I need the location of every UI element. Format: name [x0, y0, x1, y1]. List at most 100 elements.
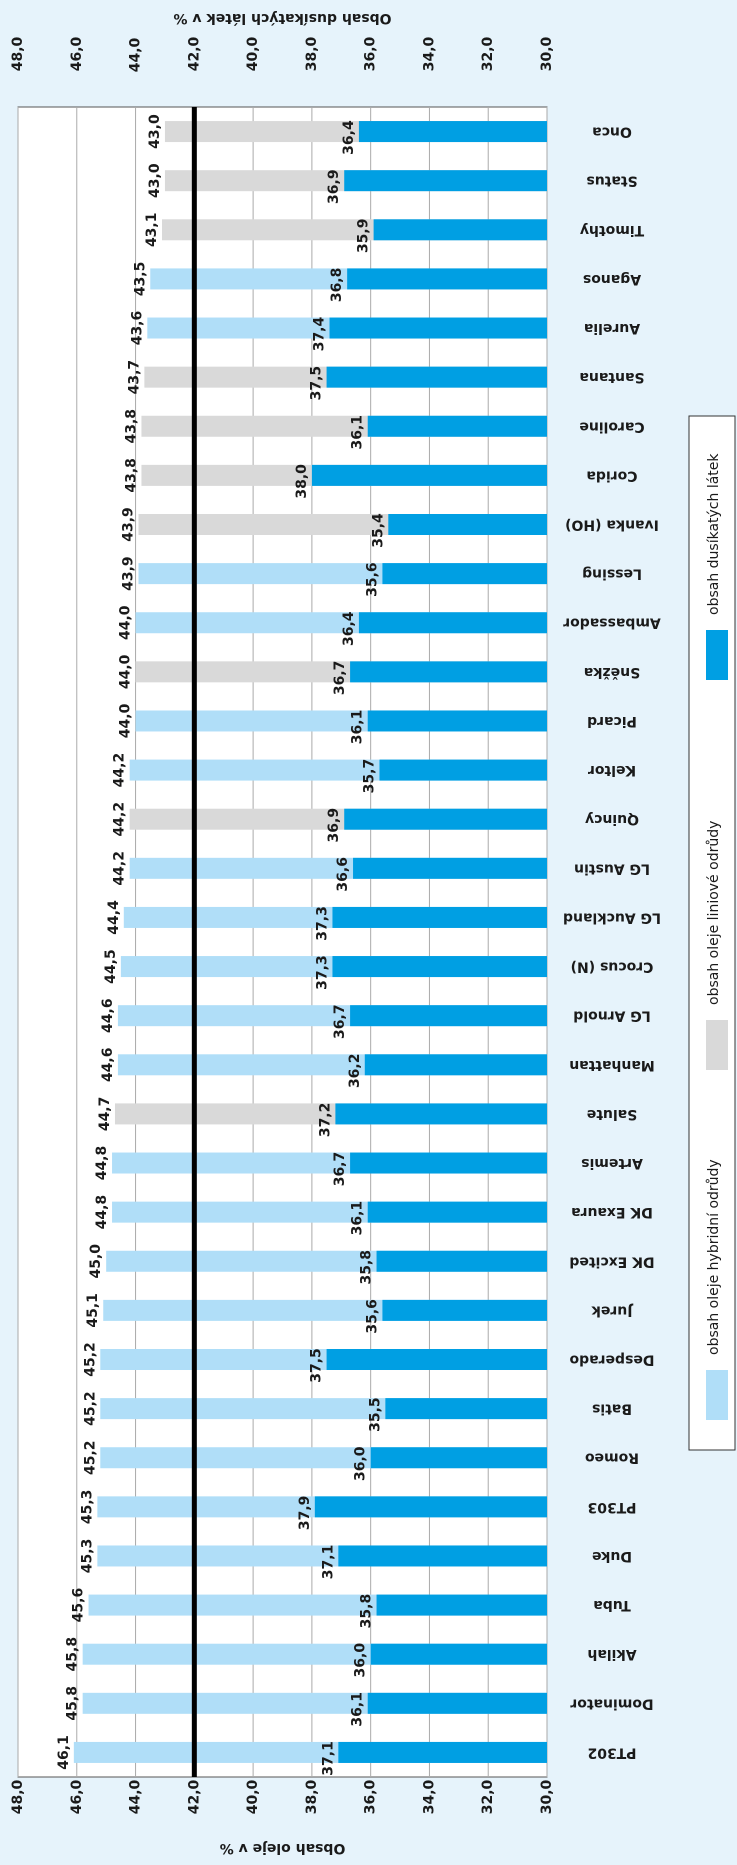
bar — [329, 317, 547, 339]
legend-label: obsah dusíkatých látek — [706, 453, 722, 615]
x2-tick-label: 44,0 — [128, 37, 144, 72]
x2-axis-title: Obsah dusíkatých látek v % — [173, 10, 391, 26]
category-label: Timothy — [580, 222, 644, 238]
category-label: LG Arnold — [573, 1008, 650, 1024]
value-label: 43,1 — [144, 213, 160, 248]
bar — [367, 1692, 547, 1714]
value-label: 44,8 — [94, 1195, 110, 1230]
category-label: LG Auckland — [563, 909, 661, 925]
x-tick-label: 34,0 — [421, 1779, 437, 1814]
bar — [367, 415, 547, 437]
category-label: Ambassador — [563, 615, 661, 631]
value-label: 45,3 — [79, 1539, 95, 1574]
category-label: Akilah — [587, 1646, 636, 1662]
value-label: 35,8 — [359, 1594, 375, 1629]
value-label: 45,1 — [85, 1293, 101, 1328]
value-label: 43,0 — [147, 163, 163, 198]
category-label: Picard — [587, 713, 637, 729]
value-label: 36,9 — [326, 808, 342, 843]
value-label: 37,5 — [309, 366, 325, 401]
value-label: 37,4 — [312, 317, 328, 352]
value-label: 36,0 — [353, 1446, 369, 1481]
value-label: 43,8 — [123, 409, 139, 444]
bar — [350, 661, 547, 683]
x-tick-label: 46,0 — [69, 1779, 85, 1814]
bar — [370, 1447, 547, 1469]
x2-tick-label: 48,0 — [10, 36, 26, 71]
category-label: Batis — [592, 1401, 632, 1417]
value-label: 45,2 — [82, 1440, 98, 1475]
category-label: Crocus (N) — [571, 959, 654, 975]
value-label: 36,4 — [341, 611, 357, 646]
bar — [382, 1299, 547, 1321]
value-label: 36,7 — [332, 1152, 348, 1187]
x-tick-label: 44,0 — [128, 1779, 144, 1814]
value-label: 36,4 — [341, 120, 357, 155]
category-label: Quincy — [585, 811, 639, 827]
legend-box — [688, 415, 736, 1451]
bar — [350, 1152, 547, 1174]
value-label: 36,7 — [332, 661, 348, 696]
category-label: Lessing — [582, 566, 642, 582]
bar — [332, 906, 547, 928]
value-label: 35,9 — [356, 219, 372, 254]
value-label: 44,7 — [97, 1097, 113, 1132]
bar — [353, 857, 547, 879]
category-label: Corida — [586, 467, 637, 483]
bar — [367, 710, 547, 732]
value-label: 44,6 — [100, 998, 116, 1033]
legend-label: obsah oleje liniové odrůdy — [706, 821, 722, 1005]
bar — [326, 366, 547, 388]
value-label: 43,8 — [123, 458, 139, 493]
value-label: 35,4 — [370, 513, 386, 548]
value-label: 44,2 — [112, 851, 128, 886]
category-label: Tuba — [593, 1597, 630, 1613]
bar — [326, 1349, 547, 1370]
value-label: 45,0 — [88, 1244, 104, 1279]
legend-label: obsah oleje hybridní odrůdy — [706, 1159, 722, 1355]
category-label: Romeo — [585, 1450, 639, 1466]
value-label: 36,2 — [347, 1054, 363, 1089]
x-tick-label: 38,0 — [304, 1779, 320, 1814]
value-label: 46,1 — [56, 1735, 72, 1770]
bar — [370, 1643, 547, 1665]
value-label: 45,6 — [71, 1588, 87, 1623]
category-label: Manhattan — [569, 1057, 655, 1073]
value-label: 36,6 — [335, 857, 351, 892]
bar — [311, 464, 547, 486]
value-label: 35,5 — [367, 1397, 383, 1432]
bar — [385, 1398, 547, 1420]
bar — [364, 1054, 547, 1076]
x-tick-label: 48,0 — [10, 1779, 26, 1814]
value-label: 35,6 — [364, 1299, 380, 1334]
value-label: 36,1 — [350, 1692, 366, 1727]
x2-tick-label: 40,0 — [245, 36, 261, 71]
bar — [314, 1496, 547, 1518]
x-axis-title: Obsah oleje v % — [220, 1840, 346, 1856]
category-label: DK Exaura — [571, 1204, 653, 1220]
value-label: 35,6 — [364, 562, 380, 597]
category-label: Aganos — [583, 271, 641, 287]
bar — [358, 612, 547, 634]
x-tick-label: 42,0 — [186, 1779, 202, 1814]
x-tick-label: 30,0 — [539, 1779, 555, 1814]
x-tick-label: 32,0 — [480, 1779, 496, 1814]
value-label: 45,2 — [82, 1391, 98, 1426]
value-label: 37,1 — [320, 1545, 336, 1580]
value-label: 37,3 — [314, 906, 330, 941]
value-label: 38,0 — [294, 464, 310, 499]
bar — [344, 170, 547, 192]
category-label: Sněžka — [584, 664, 640, 680]
x2-tick-label: 46,0 — [69, 36, 85, 71]
category-label: Desperado — [569, 1352, 654, 1368]
value-label: 44,0 — [118, 605, 134, 640]
value-label: 43,0 — [147, 114, 163, 149]
bar — [367, 1201, 547, 1223]
category-label: DK Excited — [569, 1253, 654, 1269]
value-label: 44,0 — [118, 703, 134, 738]
bar — [379, 759, 547, 781]
value-label: 36,8 — [329, 268, 345, 303]
category-label: Status — [586, 173, 637, 189]
bar — [332, 956, 547, 978]
